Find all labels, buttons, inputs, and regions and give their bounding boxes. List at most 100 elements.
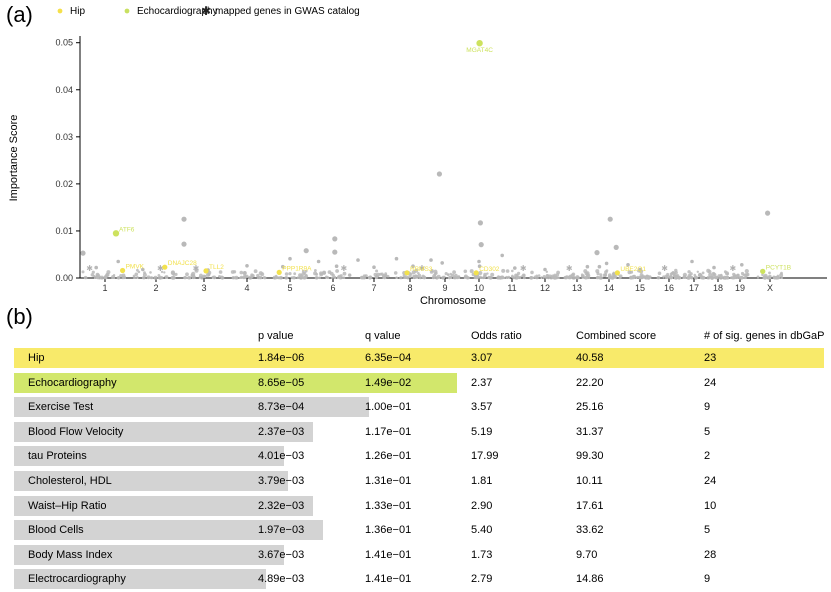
p-value-cell: 3.67e−03 xyxy=(258,548,305,561)
background-point xyxy=(477,220,483,226)
table-header: p value q value Odds ratio Combined score # … xyxy=(14,326,824,346)
background-point xyxy=(146,275,151,280)
gene-point-ube2q1 xyxy=(614,270,621,276)
p-value-cell: 2.32e−03 xyxy=(258,499,305,512)
background-point xyxy=(303,248,309,254)
background-point xyxy=(116,259,120,264)
background-point xyxy=(599,273,603,277)
background-point xyxy=(362,274,367,278)
p-value-cell: 1.84e−06 xyxy=(258,352,305,364)
background-point xyxy=(638,267,642,272)
background-point xyxy=(686,275,691,280)
combined-score-cell: 9.70 xyxy=(576,548,598,561)
y-tick-label: 0.00 xyxy=(55,273,73,283)
background-point xyxy=(763,273,768,278)
background-point xyxy=(711,271,716,277)
background-point xyxy=(81,270,85,274)
background-point xyxy=(670,271,674,275)
background-point xyxy=(421,274,425,279)
q-value-cell: 1.33e−01 xyxy=(365,499,412,512)
background-point xyxy=(429,258,433,262)
gene-point-tll2 xyxy=(203,268,209,274)
background-point xyxy=(316,259,321,264)
background-point xyxy=(374,276,378,280)
background-point xyxy=(756,275,760,279)
background-point xyxy=(463,275,467,279)
background-point xyxy=(394,256,399,261)
background-point xyxy=(448,276,451,280)
legend-label-1: Echocardiography xyxy=(137,6,218,17)
q-value-cell: 1.26e−01 xyxy=(365,450,412,463)
background-point xyxy=(761,273,764,277)
background-point xyxy=(478,275,482,279)
gene-label-mgat4c: MGAT4C xyxy=(466,47,493,54)
term-cell: Blood Flow Velocity xyxy=(28,425,124,438)
sig-genes-cell: 23 xyxy=(704,352,717,364)
table-row: Blood Cells 1.97e−03 1.36e−01 5.40 33.62 5 xyxy=(14,518,824,543)
x-tick-label: 19 xyxy=(735,283,745,293)
background-point xyxy=(530,270,534,275)
combined-score-cell: 22.20 xyxy=(576,376,604,389)
background-point xyxy=(281,264,285,269)
background-point xyxy=(376,272,380,277)
odds-ratio-cell: 3.07 xyxy=(471,352,493,364)
background-point xyxy=(718,275,724,280)
background-point xyxy=(94,265,98,270)
sig-genes-cell: 24 xyxy=(704,474,717,487)
gene-point-mgat4c xyxy=(476,40,483,47)
background-point xyxy=(284,272,289,276)
background-point xyxy=(702,276,706,280)
background-point xyxy=(372,265,376,270)
sig-genes-cell: 9 xyxy=(704,573,711,586)
sig-genes-cell: 5 xyxy=(704,425,711,438)
y-axis-title: Importance Score xyxy=(8,115,20,202)
gene-label-tll2: TLL2 xyxy=(209,264,224,271)
background-point xyxy=(187,275,192,280)
combined-score-bar xyxy=(14,421,314,442)
combined-score-cell: 33.62 xyxy=(576,524,604,537)
background-point xyxy=(248,275,253,280)
background-point xyxy=(613,244,619,250)
gwas-star-point: ✱ xyxy=(661,264,668,273)
background-point xyxy=(585,264,590,269)
manhattan-plot-panel: Hip Echocardiography ✱ mapped genes in GWAS… xyxy=(8,4,827,307)
background-point xyxy=(122,275,127,280)
background-point xyxy=(296,276,300,280)
gene-point-pmvk xyxy=(120,267,126,274)
x-tick-label: 5 xyxy=(287,283,292,293)
background-point xyxy=(315,272,319,276)
q-value-cell: 1.31e−01 xyxy=(365,474,412,487)
background-point xyxy=(417,272,420,275)
background-point xyxy=(436,171,442,177)
p-value-cell: 8.73e−04 xyxy=(258,401,305,414)
background-point xyxy=(141,267,145,272)
background-point xyxy=(198,275,202,279)
background-point xyxy=(338,275,343,280)
p-value-cell: 3.79e−03 xyxy=(258,474,305,487)
background-point xyxy=(739,275,743,280)
background-point xyxy=(535,274,539,278)
background-point xyxy=(690,276,694,280)
background-point xyxy=(384,274,388,277)
background-point xyxy=(507,275,511,279)
background-point xyxy=(452,275,457,280)
background-point xyxy=(537,274,541,277)
background-point xyxy=(740,271,745,276)
background-point xyxy=(399,276,403,280)
background-point xyxy=(540,276,543,279)
combined-score-cell: 99.30 xyxy=(576,450,604,463)
background-point xyxy=(284,276,289,280)
term-cell: Waist–Hip Ratio xyxy=(28,499,107,512)
combined-score-bar xyxy=(14,569,266,590)
background-point xyxy=(262,276,266,279)
background-point xyxy=(149,276,154,280)
p-value-cell: 4.89e−03 xyxy=(258,573,305,586)
background-point xyxy=(288,272,292,276)
sig-genes-cell: 5 xyxy=(704,524,711,537)
combined-score-bar xyxy=(14,372,458,393)
background-point xyxy=(383,276,387,280)
background-point xyxy=(206,272,210,277)
background-point xyxy=(395,276,398,279)
background-point xyxy=(277,276,281,280)
background-point xyxy=(111,275,116,279)
